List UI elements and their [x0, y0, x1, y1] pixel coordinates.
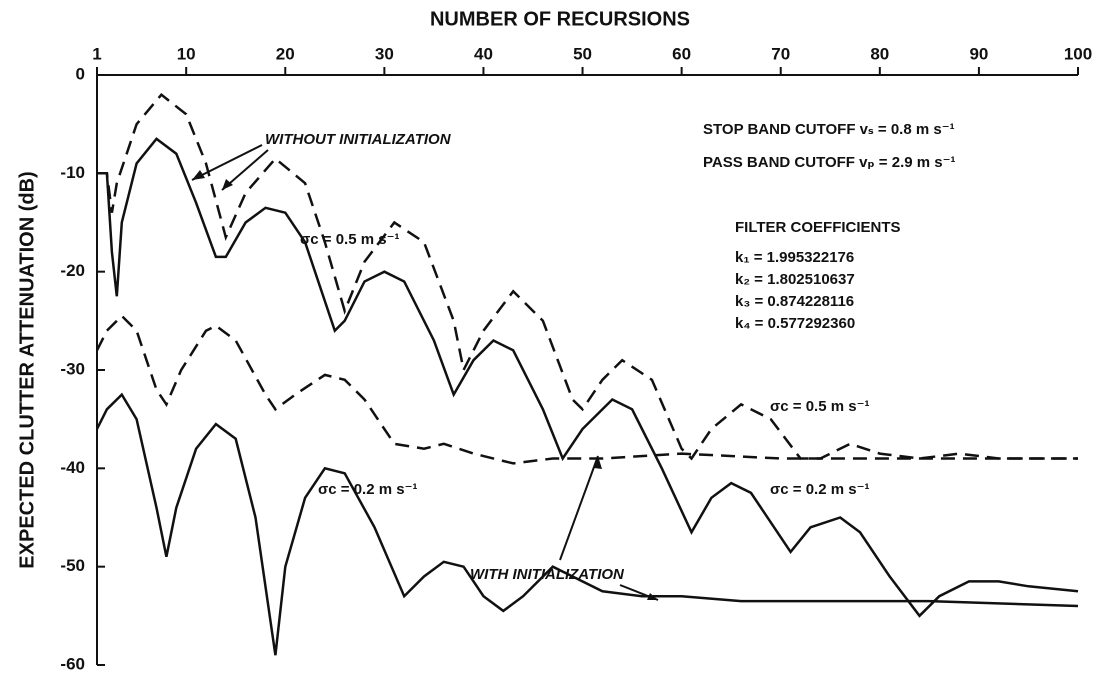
series-line	[95, 314, 1078, 465]
x-tick-label: 20	[276, 44, 295, 63]
x-tick-label: 100	[1064, 44, 1092, 63]
arrow-heads	[192, 170, 658, 600]
x-tick-label: 50	[573, 44, 592, 63]
series-line	[95, 392, 1079, 656]
series-line	[97, 137, 1079, 618]
x-tick-label: 40	[474, 44, 493, 63]
y-tick-label: -60	[60, 654, 85, 673]
annotation: σc = 0.5 m s⁻¹	[300, 231, 399, 248]
x-tick-label: 80	[870, 44, 889, 63]
y-tick-label: 0	[76, 64, 85, 83]
y-tick-label: -30	[60, 359, 85, 378]
annotation: STOP BAND CUTOFF vₛ = 0.8 m s⁻¹	[703, 121, 955, 138]
x-tick-label: 30	[375, 44, 394, 63]
annotation: WITHOUT INITIALIZATION	[265, 131, 452, 148]
annotation: k₄ = 0.577292360	[735, 315, 855, 332]
y-tick-label: -50	[60, 556, 85, 575]
y-tick-label: -10	[60, 163, 85, 182]
x-tick-label: 60	[672, 44, 691, 63]
annotation: σc = 0.2 m s⁻¹	[318, 481, 417, 498]
annotation: FILTER COEFFICIENTS	[735, 219, 901, 236]
annotation: k₁ = 1.995322176	[735, 249, 854, 266]
arrows	[191, 144, 659, 601]
annotation: WITH INITIALIZATION	[470, 566, 625, 583]
x-tick-label: 1	[92, 44, 101, 63]
y-axis-label: EXPECTED CLUTTER ATTENUATION (dB)	[16, 171, 38, 568]
x-tick-label: 90	[969, 44, 988, 63]
y-tick-label: -20	[60, 261, 85, 280]
x-axis-label: NUMBER OF RECURSIONS	[430, 8, 690, 30]
y-tick-label: -40	[60, 458, 85, 477]
annotation: k₃ = 0.874228116	[735, 293, 854, 310]
x-tick-label: 70	[771, 44, 790, 63]
annotation: σc = 0.5 m s⁻¹	[770, 398, 869, 415]
annotation: PASS BAND CUTOFF vₚ = 2.9 m s⁻¹	[703, 154, 956, 171]
series-line	[97, 92, 1078, 461]
annotation: σc = 0.2 m s⁻¹	[770, 481, 869, 498]
x-tick-label: 10	[177, 44, 196, 63]
annotation: k₂ = 1.802510637	[735, 271, 855, 288]
